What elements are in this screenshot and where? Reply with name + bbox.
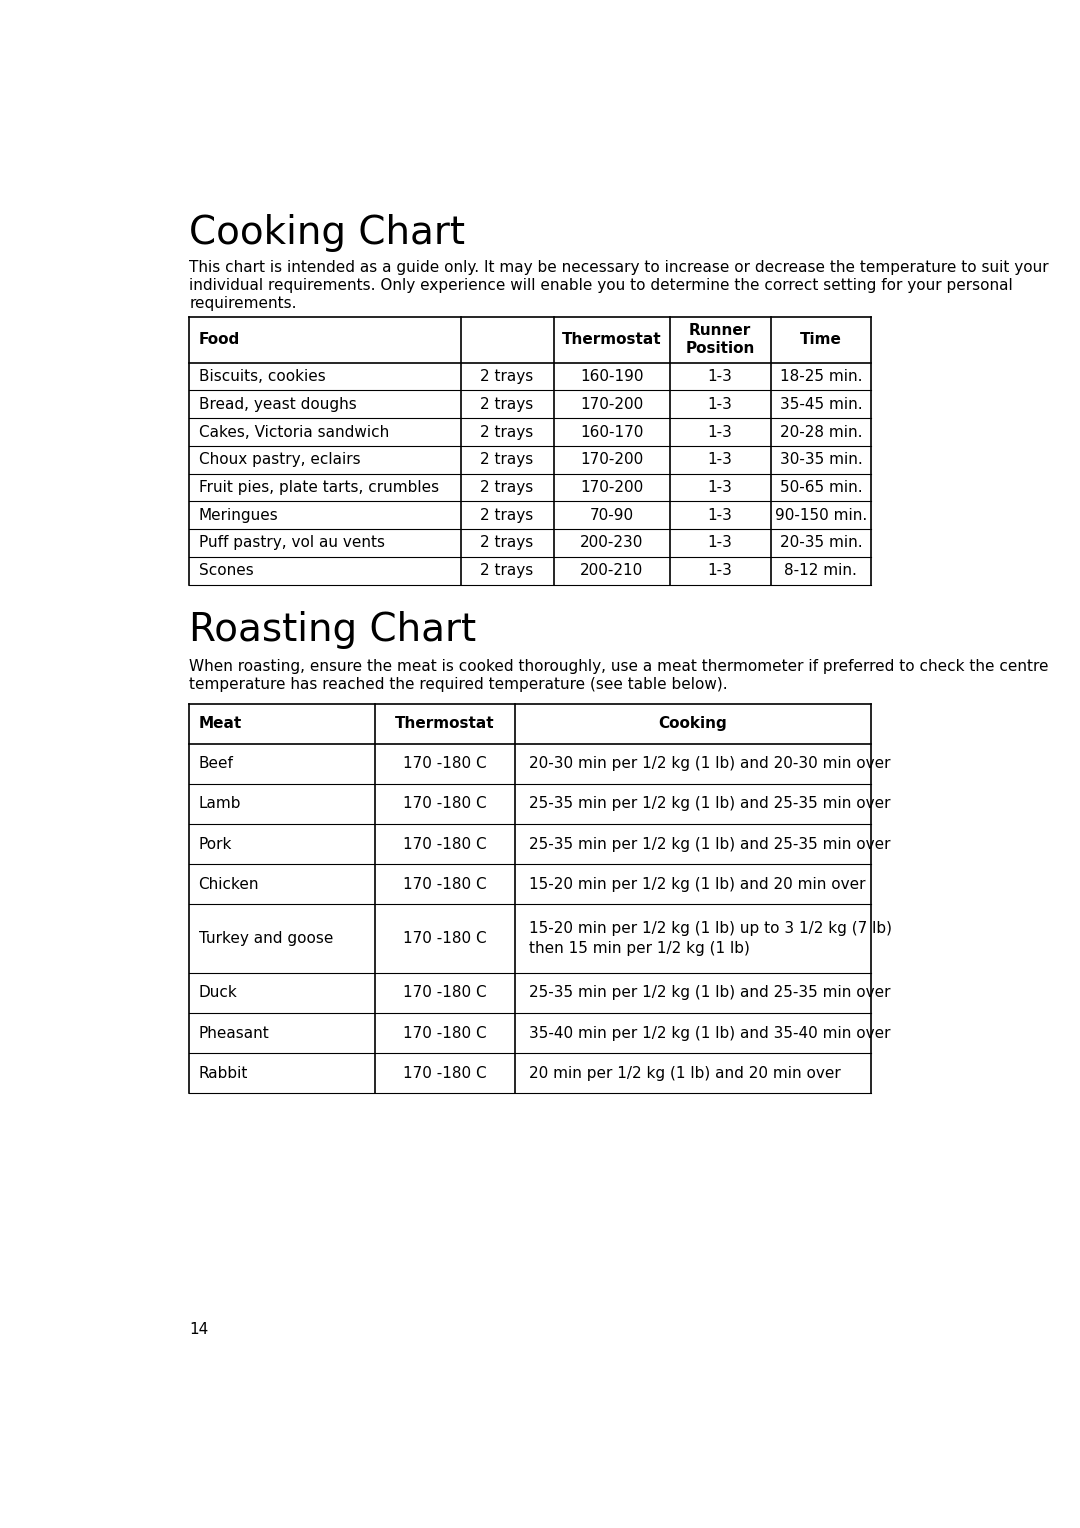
Bar bbox=[189, 744, 872, 784]
Bar bbox=[189, 863, 872, 905]
Bar bbox=[189, 784, 872, 824]
Text: 25-35 min per 1/2 kg (1 lb) and 25-35 min over: 25-35 min per 1/2 kg (1 lb) and 25-35 mi… bbox=[529, 796, 890, 811]
Text: 1-3: 1-3 bbox=[707, 370, 732, 384]
Text: 25-35 min per 1/2 kg (1 lb) and 25-35 min over: 25-35 min per 1/2 kg (1 lb) and 25-35 mi… bbox=[529, 986, 890, 1001]
Text: 170 -180 C: 170 -180 C bbox=[403, 796, 487, 811]
Bar bbox=[189, 362, 872, 391]
Text: Thermostat: Thermostat bbox=[395, 717, 495, 732]
Text: 170 -180 C: 170 -180 C bbox=[403, 931, 487, 946]
Text: 170 -180 C: 170 -180 C bbox=[403, 986, 487, 1001]
Text: Chicken: Chicken bbox=[199, 877, 259, 891]
Text: 1-3: 1-3 bbox=[707, 397, 732, 413]
Text: 1-3: 1-3 bbox=[707, 452, 732, 468]
Text: 20-35 min.: 20-35 min. bbox=[780, 535, 862, 550]
Text: 170-200: 170-200 bbox=[580, 397, 644, 413]
Text: 160-170: 160-170 bbox=[580, 425, 644, 440]
Text: 20 min per 1/2 kg (1 lb) and 20 min over: 20 min per 1/2 kg (1 lb) and 20 min over bbox=[529, 1065, 840, 1080]
Text: requirements.: requirements. bbox=[189, 296, 297, 310]
Text: Roasting Chart: Roasting Chart bbox=[189, 611, 476, 649]
Bar bbox=[189, 419, 872, 446]
Text: Turkey and goose: Turkey and goose bbox=[199, 931, 333, 946]
Bar bbox=[189, 501, 872, 529]
Text: 2 trays: 2 trays bbox=[481, 370, 534, 384]
Text: 170 -180 C: 170 -180 C bbox=[403, 1065, 487, 1080]
Text: 2 trays: 2 trays bbox=[481, 564, 534, 578]
Text: 200-210: 200-210 bbox=[580, 564, 644, 578]
Text: temperature has reached the required temperature (see table below).: temperature has reached the required tem… bbox=[189, 677, 728, 692]
Text: Rabbit: Rabbit bbox=[199, 1065, 248, 1080]
Text: 20-28 min.: 20-28 min. bbox=[780, 425, 862, 440]
Text: 8-12 min.: 8-12 min. bbox=[784, 564, 858, 578]
Text: 2 trays: 2 trays bbox=[481, 480, 534, 495]
Text: 1-3: 1-3 bbox=[707, 507, 732, 523]
Bar bbox=[189, 316, 872, 362]
Text: 2 trays: 2 trays bbox=[481, 535, 534, 550]
Text: Bread, yeast doughs: Bread, yeast doughs bbox=[199, 397, 356, 413]
Text: Cooking Chart: Cooking Chart bbox=[189, 214, 465, 252]
Text: 35-45 min.: 35-45 min. bbox=[780, 397, 862, 413]
Text: 170 -180 C: 170 -180 C bbox=[403, 756, 487, 772]
Text: 14: 14 bbox=[189, 1322, 208, 1337]
Text: Time: Time bbox=[800, 332, 841, 347]
Bar bbox=[189, 1013, 872, 1053]
Text: individual requirements. Only experience will enable you to determine the correc: individual requirements. Only experience… bbox=[189, 278, 1013, 293]
Text: 15-20 min per 1/2 kg (1 lb) up to 3 1/2 kg (7 lb)
then 15 min per 1/2 kg (1 lb): 15-20 min per 1/2 kg (1 lb) up to 3 1/2 … bbox=[529, 921, 892, 957]
Text: 25-35 min per 1/2 kg (1 lb) and 25-35 min over: 25-35 min per 1/2 kg (1 lb) and 25-35 mi… bbox=[529, 836, 890, 851]
Text: Lamb: Lamb bbox=[199, 796, 241, 811]
Text: Cooking: Cooking bbox=[659, 717, 727, 732]
Bar bbox=[189, 446, 872, 474]
Text: Beef: Beef bbox=[199, 756, 233, 772]
Bar bbox=[189, 905, 872, 973]
Text: 15-20 min per 1/2 kg (1 lb) and 20 min over: 15-20 min per 1/2 kg (1 lb) and 20 min o… bbox=[529, 877, 865, 891]
Text: 170 -180 C: 170 -180 C bbox=[403, 1025, 487, 1041]
Text: Meringues: Meringues bbox=[199, 507, 279, 523]
Text: Fruit pies, plate tarts, crumbles: Fruit pies, plate tarts, crumbles bbox=[199, 480, 438, 495]
Bar bbox=[189, 1053, 872, 1093]
Text: 18-25 min.: 18-25 min. bbox=[780, 370, 862, 384]
Text: 50-65 min.: 50-65 min. bbox=[780, 480, 862, 495]
Text: Pheasant: Pheasant bbox=[199, 1025, 269, 1041]
Text: 170-200: 170-200 bbox=[580, 480, 644, 495]
Bar bbox=[189, 704, 872, 744]
Text: Scones: Scones bbox=[199, 564, 254, 578]
Bar bbox=[189, 824, 872, 863]
Text: 2 trays: 2 trays bbox=[481, 397, 534, 413]
Text: Pork: Pork bbox=[199, 836, 232, 851]
Text: 1-3: 1-3 bbox=[707, 480, 732, 495]
Text: 160-190: 160-190 bbox=[580, 370, 644, 384]
Text: Puff pastry, vol au vents: Puff pastry, vol au vents bbox=[199, 535, 384, 550]
Text: 1-3: 1-3 bbox=[707, 564, 732, 578]
Text: This chart is intended as a guide only. It may be necessary to increase or decre: This chart is intended as a guide only. … bbox=[189, 260, 1049, 275]
Text: 20-30 min per 1/2 kg (1 lb) and 20-30 min over: 20-30 min per 1/2 kg (1 lb) and 20-30 mi… bbox=[529, 756, 890, 772]
Text: Thermostat: Thermostat bbox=[562, 332, 661, 347]
Text: 170 -180 C: 170 -180 C bbox=[403, 836, 487, 851]
Text: Cakes, Victoria sandwich: Cakes, Victoria sandwich bbox=[199, 425, 389, 440]
Text: 2 trays: 2 trays bbox=[481, 452, 534, 468]
Text: Biscuits, cookies: Biscuits, cookies bbox=[199, 370, 325, 384]
Text: Duck: Duck bbox=[199, 986, 238, 1001]
Text: 1-3: 1-3 bbox=[707, 535, 732, 550]
Text: When roasting, ensure the meat is cooked thoroughly, use a meat thermometer if p: When roasting, ensure the meat is cooked… bbox=[189, 659, 1049, 674]
Text: 2 trays: 2 trays bbox=[481, 507, 534, 523]
Text: 170 -180 C: 170 -180 C bbox=[403, 877, 487, 891]
Bar bbox=[189, 973, 872, 1013]
Text: 90-150 min.: 90-150 min. bbox=[774, 507, 867, 523]
Text: 35-40 min per 1/2 kg (1 lb) and 35-40 min over: 35-40 min per 1/2 kg (1 lb) and 35-40 mi… bbox=[529, 1025, 890, 1041]
Bar bbox=[189, 556, 872, 585]
Text: 2 trays: 2 trays bbox=[481, 425, 534, 440]
Bar bbox=[189, 391, 872, 419]
Text: Runner
Position: Runner Position bbox=[686, 322, 755, 356]
Text: Choux pastry, eclairs: Choux pastry, eclairs bbox=[199, 452, 360, 468]
Bar bbox=[189, 529, 872, 556]
Text: Meat: Meat bbox=[199, 717, 242, 732]
Text: 30-35 min.: 30-35 min. bbox=[780, 452, 862, 468]
Text: 200-230: 200-230 bbox=[580, 535, 644, 550]
Text: Food: Food bbox=[199, 332, 240, 347]
Bar bbox=[189, 474, 872, 501]
Text: 70-90: 70-90 bbox=[590, 507, 634, 523]
Text: 1-3: 1-3 bbox=[707, 425, 732, 440]
Text: 170-200: 170-200 bbox=[580, 452, 644, 468]
